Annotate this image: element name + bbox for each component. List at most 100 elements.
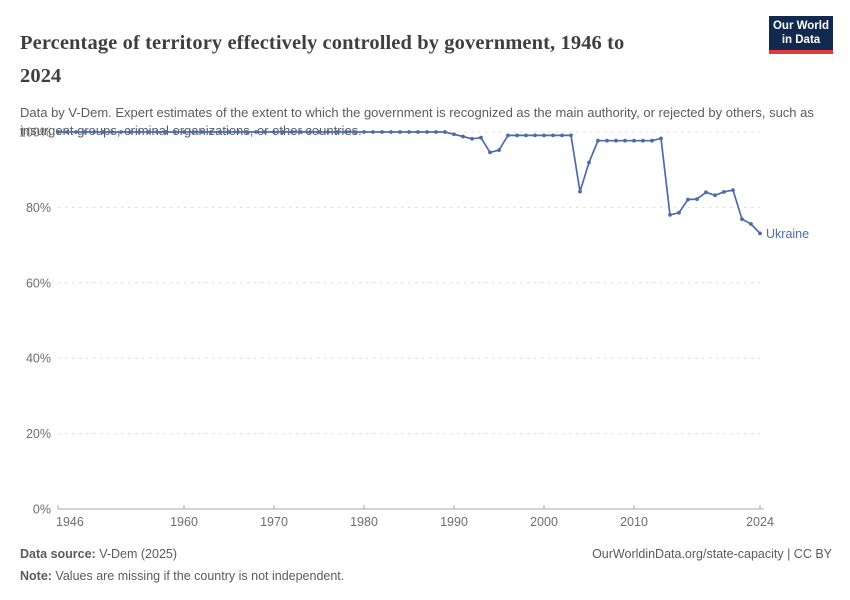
data-point-1965[interactable] bbox=[227, 130, 231, 134]
data-point-1990[interactable] bbox=[452, 132, 456, 137]
data-point-2022[interactable] bbox=[740, 217, 744, 222]
data-point-1966[interactable] bbox=[236, 130, 240, 134]
data-point-2017[interactable] bbox=[695, 197, 699, 202]
data-point-1971[interactable] bbox=[281, 130, 285, 134]
x-tick-label-1980: 1980 bbox=[350, 515, 378, 529]
data-point-1997[interactable] bbox=[515, 133, 519, 138]
data-point-1996[interactable] bbox=[506, 133, 510, 138]
data-point-1959[interactable] bbox=[173, 130, 177, 134]
data-point-1972[interactable] bbox=[290, 130, 294, 134]
data-point-1998[interactable] bbox=[524, 133, 528, 138]
data-point-1946[interactable] bbox=[56, 130, 60, 134]
data-point-2018[interactable] bbox=[704, 190, 708, 195]
y-tick-label-100: 100% bbox=[19, 126, 51, 140]
data-point-2023[interactable] bbox=[749, 222, 753, 226]
owid-link[interactable]: OurWorldinData.org/state-capacity | CC B… bbox=[592, 547, 832, 561]
data-point-2020[interactable] bbox=[722, 190, 726, 194]
data-point-1963[interactable] bbox=[209, 130, 213, 134]
data-point-1969[interactable] bbox=[263, 130, 267, 134]
data-point-2002[interactable] bbox=[560, 133, 564, 138]
data-point-1964[interactable] bbox=[218, 130, 222, 134]
data-point-2005[interactable] bbox=[587, 160, 591, 165]
data-point-1974[interactable] bbox=[308, 130, 312, 134]
data-point-1982[interactable] bbox=[380, 130, 384, 134]
data-point-2000[interactable] bbox=[542, 133, 546, 138]
data-point-1985[interactable] bbox=[407, 130, 411, 134]
data-point-1957[interactable] bbox=[155, 130, 159, 134]
data-point-1984[interactable] bbox=[398, 130, 402, 134]
data-point-1992[interactable] bbox=[470, 136, 474, 141]
data-point-1983[interactable] bbox=[389, 130, 393, 134]
owid-logo-line2: in Data bbox=[781, 33, 821, 46]
data-point-1953[interactable] bbox=[119, 130, 123, 134]
data-point-2014[interactable] bbox=[668, 213, 672, 217]
data-point-1987[interactable] bbox=[425, 130, 429, 134]
data-point-1958[interactable] bbox=[164, 130, 168, 134]
data-point-2008[interactable] bbox=[614, 138, 618, 143]
note-label: Note: bbox=[20, 569, 52, 583]
data-point-2006[interactable] bbox=[596, 138, 600, 143]
data-point-2010[interactable] bbox=[632, 138, 636, 143]
data-point-1995[interactable] bbox=[497, 148, 501, 153]
data-point-2021[interactable] bbox=[731, 188, 735, 193]
data-point-2016[interactable] bbox=[686, 197, 690, 202]
data-point-2011[interactable] bbox=[641, 138, 645, 143]
data-point-2009[interactable] bbox=[623, 138, 627, 143]
data-point-1980[interactable] bbox=[362, 130, 366, 134]
data-point-1950[interactable] bbox=[92, 130, 96, 134]
x-tick-label-1970: 1970 bbox=[260, 515, 288, 529]
data-point-2004[interactable] bbox=[578, 189, 582, 194]
data-point-1960[interactable] bbox=[182, 130, 186, 134]
data-point-1986[interactable] bbox=[416, 130, 420, 134]
data-source-label: Data source: bbox=[20, 547, 96, 561]
chart-subtitle: Data by V-Dem. Expert estimates of the e… bbox=[20, 105, 814, 138]
data-point-2001[interactable] bbox=[551, 133, 555, 138]
data-point-1961[interactable] bbox=[191, 130, 195, 134]
data-point-1975[interactable] bbox=[317, 130, 321, 134]
data-point-1976[interactable] bbox=[326, 130, 330, 134]
data-point-1991[interactable] bbox=[461, 134, 465, 139]
y-tick-label-80: 80% bbox=[26, 201, 51, 215]
data-point-1968[interactable] bbox=[254, 130, 258, 134]
data-point-1989[interactable] bbox=[443, 130, 447, 134]
data-point-1955[interactable] bbox=[137, 130, 141, 134]
data-point-2012[interactable] bbox=[650, 138, 654, 143]
data-point-1978[interactable] bbox=[344, 130, 348, 134]
data-point-2007[interactable] bbox=[605, 138, 609, 143]
data-point-2019[interactable] bbox=[713, 193, 717, 198]
data-point-1949[interactable] bbox=[83, 130, 87, 134]
data-point-1967[interactable] bbox=[245, 130, 249, 134]
owid-logo[interactable]: Our World in Data bbox=[769, 16, 833, 54]
data-point-1979[interactable] bbox=[353, 130, 357, 134]
data-point-1981[interactable] bbox=[371, 130, 375, 134]
data-point-1948[interactable] bbox=[74, 130, 78, 134]
data-point-1947[interactable] bbox=[65, 130, 69, 134]
data-point-1970[interactable] bbox=[272, 130, 276, 134]
y-tick-label-20: 20% bbox=[26, 427, 51, 441]
data-point-1962[interactable] bbox=[200, 130, 204, 134]
data-point-2015[interactable] bbox=[677, 210, 681, 215]
x-tick-label-2024: 2024 bbox=[746, 515, 774, 529]
series-label-ukraine[interactable]: Ukraine bbox=[766, 227, 809, 241]
data-point-1956[interactable] bbox=[146, 130, 150, 134]
data-source-value: V-Dem (2025) bbox=[95, 547, 178, 561]
data-point-1952[interactable] bbox=[110, 130, 114, 134]
data-point-2013[interactable] bbox=[659, 136, 663, 141]
data-point-1951[interactable] bbox=[101, 130, 105, 134]
data-point-1954[interactable] bbox=[128, 130, 132, 134]
x-tick-label-1946: 1946 bbox=[56, 515, 84, 529]
data-point-1994[interactable] bbox=[488, 150, 492, 155]
data-point-2024[interactable] bbox=[758, 231, 762, 236]
page-title: Percentage of territory effectively cont… bbox=[20, 31, 625, 87]
ukraine-line bbox=[57, 131, 761, 235]
data-point-1973[interactable] bbox=[299, 130, 303, 134]
data-point-1999[interactable] bbox=[533, 133, 537, 138]
x-tick-label-1960: 1960 bbox=[170, 515, 198, 529]
data-point-1977[interactable] bbox=[335, 130, 339, 134]
data-point-1988[interactable] bbox=[434, 130, 438, 134]
data-point-2003[interactable] bbox=[569, 133, 573, 138]
data-point-1993[interactable] bbox=[479, 135, 483, 140]
x-tick-label-2000: 2000 bbox=[530, 515, 558, 529]
